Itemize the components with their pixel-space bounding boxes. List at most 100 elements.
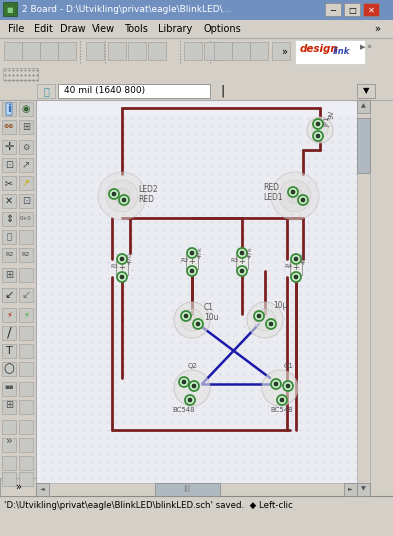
Bar bbox=[4, 42, 22, 60]
Bar bbox=[232, 42, 250, 60]
Circle shape bbox=[193, 319, 203, 329]
Circle shape bbox=[117, 272, 127, 282]
Bar bbox=[344, 3, 360, 16]
Circle shape bbox=[109, 189, 119, 199]
Bar bbox=[36, 100, 370, 496]
Bar bbox=[0, 100, 36, 496]
Circle shape bbox=[120, 275, 124, 279]
Bar bbox=[236, 255, 248, 269]
Text: 47k: 47k bbox=[198, 246, 202, 258]
Circle shape bbox=[291, 254, 301, 264]
Text: »: » bbox=[281, 47, 287, 57]
Text: »: » bbox=[6, 436, 12, 446]
Bar bbox=[0, 38, 393, 66]
Text: ○: ○ bbox=[4, 362, 15, 376]
Bar bbox=[19, 268, 33, 282]
Text: 9V: 9V bbox=[328, 109, 334, 118]
Circle shape bbox=[280, 398, 284, 402]
Bar bbox=[19, 212, 33, 226]
Bar bbox=[19, 140, 33, 154]
Text: ⊕⊕: ⊕⊕ bbox=[4, 124, 14, 130]
Text: 🔒: 🔒 bbox=[7, 233, 11, 242]
Bar bbox=[19, 102, 33, 116]
Bar bbox=[40, 116, 356, 496]
Text: Draw: Draw bbox=[60, 24, 86, 34]
Bar bbox=[108, 42, 126, 60]
Bar bbox=[363, 3, 379, 16]
Text: Tools: Tools bbox=[124, 24, 148, 34]
Text: ⚡: ⚡ bbox=[6, 310, 12, 319]
Text: LED1: LED1 bbox=[263, 193, 283, 203]
Text: RED: RED bbox=[263, 183, 279, 192]
Bar bbox=[36, 483, 357, 496]
Bar bbox=[2, 248, 16, 262]
Bar bbox=[2, 194, 16, 208]
Circle shape bbox=[189, 381, 199, 391]
Bar bbox=[2, 456, 16, 470]
Bar bbox=[148, 42, 166, 60]
Text: design: design bbox=[300, 44, 339, 54]
Circle shape bbox=[185, 395, 195, 405]
Bar bbox=[19, 158, 33, 172]
Text: R2: R2 bbox=[5, 252, 13, 257]
Text: BC548: BC548 bbox=[270, 407, 293, 413]
Text: 40 mil (1640 800): 40 mil (1640 800) bbox=[64, 86, 145, 95]
Circle shape bbox=[187, 248, 197, 258]
Bar bbox=[3, 2, 17, 16]
Text: BC548: BC548 bbox=[172, 407, 195, 413]
Circle shape bbox=[174, 370, 210, 406]
Text: Q1: Q1 bbox=[284, 363, 294, 369]
Bar bbox=[2, 420, 16, 434]
Bar bbox=[357, 100, 370, 113]
Circle shape bbox=[192, 384, 196, 388]
Bar bbox=[19, 230, 33, 244]
Text: ⚡: ⚡ bbox=[23, 310, 29, 319]
Text: +: + bbox=[292, 264, 299, 272]
Bar bbox=[186, 255, 198, 269]
Text: +: + bbox=[119, 264, 125, 272]
Circle shape bbox=[291, 190, 295, 194]
Text: 👁: 👁 bbox=[43, 86, 49, 96]
Text: i: i bbox=[7, 104, 11, 114]
Bar bbox=[295, 40, 365, 64]
Text: ►: ► bbox=[348, 487, 353, 492]
Text: »: » bbox=[374, 24, 380, 34]
Circle shape bbox=[294, 275, 298, 279]
Text: □: □ bbox=[348, 5, 356, 14]
Text: 0+0: 0+0 bbox=[20, 217, 32, 221]
Text: ◉: ◉ bbox=[22, 104, 30, 114]
Text: Library: Library bbox=[158, 24, 192, 34]
Text: ⚙: ⚙ bbox=[22, 143, 30, 152]
Bar bbox=[2, 344, 16, 358]
Text: View: View bbox=[92, 24, 115, 34]
Circle shape bbox=[298, 195, 308, 205]
Bar bbox=[2, 288, 16, 302]
Text: ⊡: ⊡ bbox=[5, 160, 13, 170]
Circle shape bbox=[313, 119, 323, 129]
Bar bbox=[290, 261, 302, 275]
Text: +: + bbox=[239, 257, 246, 266]
Text: 2 Board - D:\Utvikling\privat\eagle\BlinkLED\...: 2 Board - D:\Utvikling\privat\eagle\Blin… bbox=[22, 5, 231, 14]
Circle shape bbox=[274, 382, 278, 386]
Bar bbox=[22, 42, 40, 60]
Circle shape bbox=[181, 309, 203, 331]
Circle shape bbox=[313, 131, 323, 141]
Circle shape bbox=[112, 192, 116, 196]
Bar bbox=[0, 82, 393, 100]
Circle shape bbox=[271, 172, 319, 220]
Circle shape bbox=[240, 251, 244, 255]
Circle shape bbox=[106, 180, 138, 212]
Circle shape bbox=[269, 322, 273, 326]
Bar bbox=[214, 42, 232, 60]
Circle shape bbox=[196, 322, 200, 326]
Circle shape bbox=[237, 248, 247, 258]
Text: »: » bbox=[15, 482, 21, 492]
Text: R2: R2 bbox=[22, 252, 30, 257]
Text: ▲: ▲ bbox=[361, 103, 365, 108]
Text: ─: ─ bbox=[331, 5, 336, 14]
Bar bbox=[19, 308, 33, 322]
Bar bbox=[2, 158, 16, 172]
Bar bbox=[2, 230, 16, 244]
Bar bbox=[2, 400, 16, 414]
Text: ■: ■ bbox=[7, 7, 13, 13]
